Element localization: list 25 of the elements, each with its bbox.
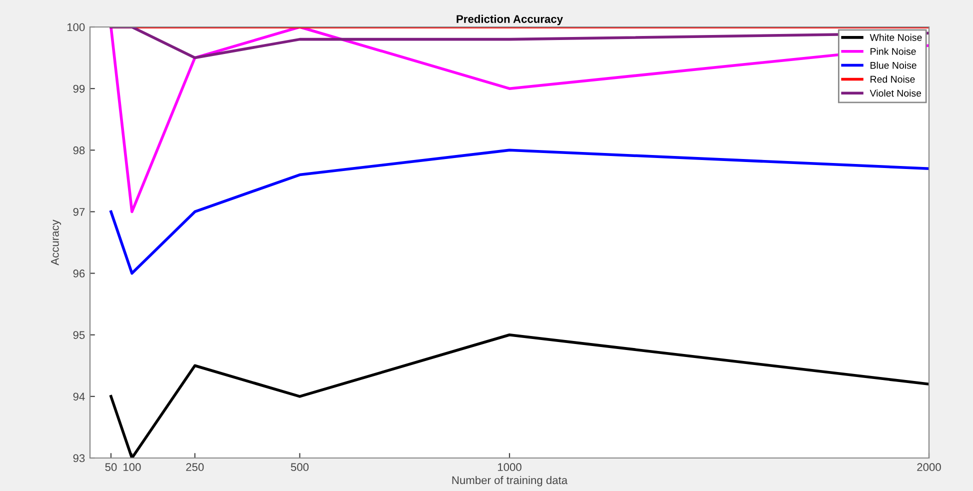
line-series [110,148,929,275]
legend-label: Pink Noise [870,48,916,55]
x-tick-label: 500 [290,463,309,472]
legend-label: Blue Noise [870,62,916,69]
x-tick-label: 100 [124,463,141,472]
chart-title: Prediction Accuracy [456,14,563,26]
x-tick-label: 2000 [917,463,941,472]
y-tick-label: 98 [73,146,85,154]
y-axis-title: Accuracy [51,220,62,266]
y-tick-label: 93 [73,454,85,462]
line-series [110,333,929,458]
x-tick-label: 1000 [498,463,522,472]
legend-label: Red Noise [870,76,915,83]
x-axis-title: Number of training data [452,476,568,486]
y-tick-label: 97 [73,208,85,216]
y-tick-label: 99 [73,84,85,93]
y-tick-label: 94 [73,392,85,401]
x-tick-label: 50 [105,463,117,472]
x-tick-label: 250 [186,463,204,472]
legend-label: White Noise [870,34,922,41]
line-series [110,27,929,214]
y-tick-label: 96 [73,270,85,278]
y-tick-label: 100 [67,23,85,32]
legend-label: Violet Noise [870,90,922,97]
y-tick-label: 95 [73,331,85,339]
